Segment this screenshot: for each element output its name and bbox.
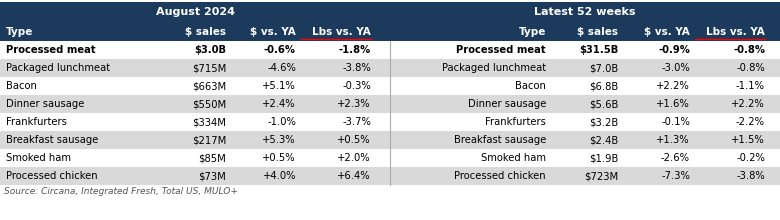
Text: +0.5%: +0.5%	[338, 135, 371, 145]
Text: Breakfast sausage: Breakfast sausage	[6, 135, 98, 145]
Text: +2.4%: +2.4%	[262, 99, 296, 109]
Text: $6.8B: $6.8B	[589, 81, 618, 91]
Text: Smoked ham: Smoked ham	[6, 153, 71, 163]
Bar	[0, 2, 390, 22]
Text: $ sales: $ sales	[577, 26, 618, 37]
Text: -0.2%: -0.2%	[736, 153, 765, 163]
Text: -7.3%: -7.3%	[661, 171, 690, 181]
Bar	[0, 131, 780, 149]
Text: Processed meat: Processed meat	[6, 45, 96, 55]
Bar	[390, 2, 780, 22]
Bar	[0, 41, 780, 59]
Text: -3.8%: -3.8%	[342, 63, 371, 73]
Text: $85M: $85M	[198, 153, 226, 163]
Text: Type: Type	[519, 26, 546, 37]
Text: $73M: $73M	[198, 171, 226, 181]
Text: Processed chicken: Processed chicken	[455, 171, 546, 181]
Text: +2.2%: +2.2%	[732, 99, 765, 109]
Text: -3.8%: -3.8%	[736, 171, 765, 181]
Text: -0.3%: -0.3%	[342, 81, 371, 91]
Text: Lbs vs. YA: Lbs vs. YA	[706, 26, 765, 37]
Text: Smoked ham: Smoked ham	[481, 153, 546, 163]
Text: Packaged lunchmeat: Packaged lunchmeat	[6, 63, 110, 73]
Text: Type: Type	[6, 26, 34, 37]
Text: Dinner sausage: Dinner sausage	[468, 99, 546, 109]
Text: -1.1%: -1.1%	[736, 81, 765, 91]
Text: +2.3%: +2.3%	[338, 99, 371, 109]
Text: Source: Circana, Integrated Fresh, Total US, MULO+: Source: Circana, Integrated Fresh, Total…	[4, 187, 238, 196]
Text: $3.0B: $3.0B	[194, 45, 226, 55]
Text: -0.9%: -0.9%	[658, 45, 690, 55]
Bar	[0, 95, 780, 113]
Text: $334M: $334M	[192, 117, 226, 127]
Text: Processed chicken: Processed chicken	[6, 171, 97, 181]
Text: August 2024: August 2024	[155, 7, 235, 17]
Text: -0.1%: -0.1%	[661, 117, 690, 127]
Text: $217M: $217M	[192, 135, 226, 145]
Text: -3.0%: -3.0%	[661, 63, 690, 73]
Text: Frankfurters: Frankfurters	[485, 117, 546, 127]
Bar	[0, 22, 780, 41]
Text: $2.4B: $2.4B	[589, 135, 618, 145]
Text: +0.5%: +0.5%	[262, 153, 296, 163]
Text: -3.7%: -3.7%	[342, 117, 371, 127]
Text: +1.6%: +1.6%	[656, 99, 690, 109]
Text: Bacon: Bacon	[6, 81, 37, 91]
Text: $3.2B: $3.2B	[589, 117, 618, 127]
Text: $ vs. YA: $ vs. YA	[250, 26, 296, 37]
Text: Dinner sausage: Dinner sausage	[6, 99, 84, 109]
Text: $550M: $550M	[192, 99, 226, 109]
Text: Breakfast sausage: Breakfast sausage	[454, 135, 546, 145]
Text: +4.0%: +4.0%	[263, 171, 296, 181]
Text: -1.0%: -1.0%	[267, 117, 296, 127]
Bar	[0, 59, 780, 77]
Bar	[0, 113, 780, 131]
Text: $7.0B: $7.0B	[589, 63, 618, 73]
Text: $ vs. YA: $ vs. YA	[644, 26, 690, 37]
Text: +5.1%: +5.1%	[262, 81, 296, 91]
Text: $31.5B: $31.5B	[579, 45, 618, 55]
Text: Processed meat: Processed meat	[456, 45, 546, 55]
Text: Frankfurters: Frankfurters	[6, 117, 67, 127]
Text: +2.0%: +2.0%	[338, 153, 371, 163]
Text: $5.6B: $5.6B	[589, 99, 618, 109]
Text: +1.5%: +1.5%	[732, 135, 765, 145]
Text: $723M: $723M	[584, 171, 618, 181]
Text: $1.9B: $1.9B	[589, 153, 618, 163]
Text: Packaged lunchmeat: Packaged lunchmeat	[442, 63, 546, 73]
Text: +5.3%: +5.3%	[262, 135, 296, 145]
Text: $715M: $715M	[192, 63, 226, 73]
Text: -2.6%: -2.6%	[661, 153, 690, 163]
Text: $ sales: $ sales	[185, 26, 226, 37]
Text: Lbs vs. YA: Lbs vs. YA	[312, 26, 371, 37]
Text: -4.6%: -4.6%	[267, 63, 296, 73]
Text: +2.2%: +2.2%	[656, 81, 690, 91]
Text: -1.8%: -1.8%	[339, 45, 371, 55]
Text: -0.8%: -0.8%	[736, 63, 765, 73]
Text: Bacon: Bacon	[515, 81, 546, 91]
Bar	[0, 77, 780, 95]
Bar	[0, 167, 780, 185]
Text: -2.2%: -2.2%	[736, 117, 765, 127]
Text: Latest 52 weeks: Latest 52 weeks	[534, 7, 636, 17]
Text: +6.4%: +6.4%	[338, 171, 371, 181]
Text: $663M: $663M	[192, 81, 226, 91]
Text: +1.3%: +1.3%	[657, 135, 690, 145]
Text: -0.6%: -0.6%	[264, 45, 296, 55]
Text: -0.8%: -0.8%	[733, 45, 765, 55]
Bar	[0, 149, 780, 167]
